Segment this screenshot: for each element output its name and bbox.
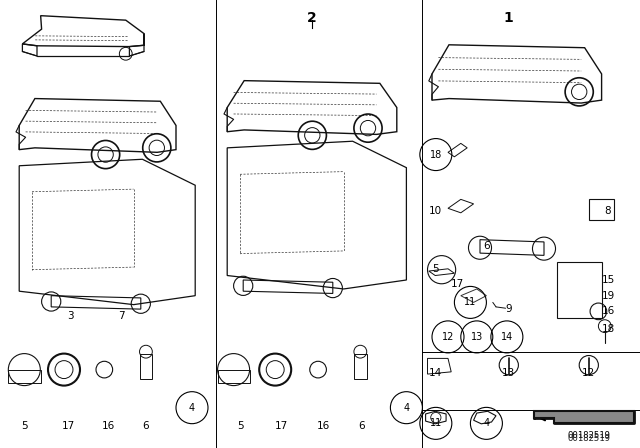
Text: 4: 4 (483, 418, 490, 428)
Text: 13: 13 (502, 368, 515, 378)
Text: 16: 16 (317, 422, 330, 431)
Text: 12: 12 (442, 332, 454, 342)
Text: 6: 6 (143, 422, 149, 431)
Text: 4: 4 (403, 403, 410, 413)
Text: 17: 17 (275, 422, 288, 431)
Text: 11: 11 (429, 418, 442, 428)
Text: 3: 3 (67, 311, 74, 321)
Text: 14: 14 (429, 368, 442, 378)
Text: 16: 16 (102, 422, 115, 431)
Text: 14: 14 (500, 332, 513, 342)
Text: 8: 8 (605, 206, 611, 215)
Text: 5: 5 (433, 264, 439, 274)
Text: 2: 2 (307, 11, 317, 25)
Text: 1: 1 (504, 11, 514, 25)
Text: 15: 15 (602, 275, 614, 285)
Text: 12: 12 (582, 368, 595, 378)
Text: 6: 6 (483, 241, 490, 251)
Text: 9: 9 (506, 304, 512, 314)
Text: 19: 19 (602, 291, 614, 301)
Text: O0182519: O0182519 (567, 431, 611, 440)
Text: 17: 17 (451, 280, 464, 289)
Text: 18: 18 (602, 324, 614, 334)
Text: 16: 16 (602, 306, 614, 316)
Text: 10: 10 (429, 206, 442, 215)
Text: 6: 6 (358, 422, 365, 431)
Text: O0182519: O0182519 (567, 434, 611, 443)
Polygon shape (534, 411, 634, 423)
Text: 7: 7 (118, 311, 125, 321)
Text: 5: 5 (237, 422, 243, 431)
Text: 13: 13 (470, 332, 483, 342)
Text: 18: 18 (429, 150, 442, 159)
Text: 5: 5 (21, 422, 28, 431)
Text: 11: 11 (464, 297, 477, 307)
Text: 4: 4 (189, 403, 195, 413)
Text: 17: 17 (62, 422, 75, 431)
